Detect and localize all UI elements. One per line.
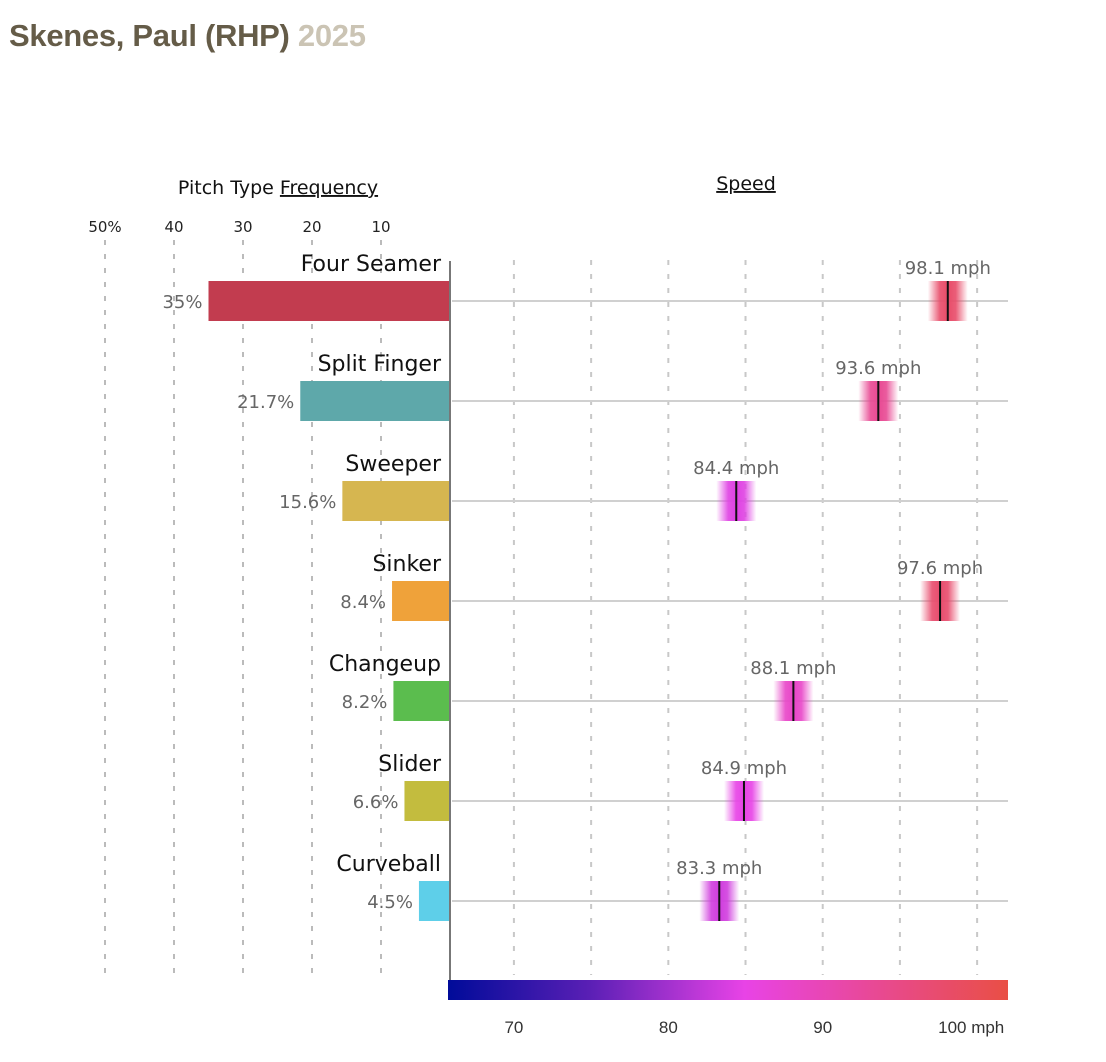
pitch-row: Split Finger 21.7% 93.6 mph	[237, 352, 1008, 421]
frequency-value-label: 35%	[162, 292, 202, 313]
speed-value-label: 98.1 mph	[905, 258, 991, 279]
pitch-row: Curveball 4.5% 83.3 mph	[336, 852, 1008, 921]
pitch-name-label: Curveball	[336, 852, 441, 877]
frequency-tick-labels: 50% 40 30 20 10	[88, 218, 390, 236]
pitch-row: Sinker 8.4% 97.6 mph	[340, 552, 1008, 621]
pitch-name-label: Sinker	[372, 552, 442, 577]
season-year: 2025	[297, 18, 366, 53]
frequency-tick-label: 10	[371, 218, 390, 236]
speed-value-label: 97.6 mph	[897, 558, 983, 579]
frequency-bar	[404, 781, 450, 821]
player-name: Skenes, Paul (RHP)	[9, 18, 290, 53]
frequency-value-label: 8.2%	[342, 692, 388, 713]
frequency-tick-label: 50%	[88, 218, 121, 236]
frequency-value-label: 21.7%	[237, 392, 294, 413]
frequency-tick-label: 30	[233, 218, 252, 236]
colorscale-tick-label: 70	[504, 1018, 523, 1037]
speed-value-label: 84.4 mph	[693, 458, 779, 479]
colorscale-tick-label: 90	[813, 1018, 832, 1037]
pitch-name-label: Changeup	[329, 652, 441, 677]
speed-colorscale-bar	[448, 980, 1008, 1000]
frequency-header: Pitch Type Frequency	[178, 177, 378, 199]
frequency-bar	[208, 281, 450, 321]
pitch-row: Slider 6.6% 84.9 mph	[353, 752, 1008, 821]
frequency-value-label: 15.6%	[279, 492, 336, 513]
colorscale-tick-labels: 70 80 90 100 mph	[504, 1018, 1004, 1037]
speed-value-label: 88.1 mph	[750, 658, 836, 679]
page-title: Skenes, Paul (RHP) 2025	[9, 18, 366, 54]
frequency-bar	[300, 381, 450, 421]
frequency-gridlines	[104, 240, 382, 975]
speed-value-label: 93.6 mph	[835, 358, 921, 379]
frequency-value-label: 8.4%	[340, 592, 386, 613]
pitch-name-label: Slider	[378, 752, 442, 777]
frequency-bar	[392, 581, 450, 621]
pitch-rows: Four Seamer 35% 98.1 mph Split Finger 21.7% 9…	[162, 252, 1008, 921]
speed-value-label: 84.9 mph	[701, 758, 787, 779]
speed-value-label: 83.3 mph	[676, 858, 762, 879]
pitch-name-label: Split Finger	[318, 352, 442, 377]
colorscale-tick-label: 80	[659, 1018, 678, 1037]
colorscale-tick-label: 100 mph	[938, 1018, 1004, 1037]
frequency-bar	[342, 481, 450, 521]
speed-header-link[interactable]: Speed	[716, 173, 776, 195]
pitch-row: Changeup 8.2% 88.1 mph	[329, 652, 1008, 721]
pitch-row: Four Seamer 35% 98.1 mph	[162, 252, 1008, 321]
frequency-tick-label: 20	[302, 218, 321, 236]
frequency-link[interactable]: Frequency	[280, 177, 378, 199]
pitch-name-label: Sweeper	[345, 452, 442, 477]
frequency-bar	[418, 881, 450, 921]
frequency-value-label: 6.6%	[353, 792, 399, 813]
frequency-value-label: 4.5%	[367, 892, 413, 913]
frequency-tick-label: 40	[164, 218, 183, 236]
pitch-row: Sweeper 15.6% 84.4 mph	[279, 452, 1008, 521]
frequency-bar	[393, 681, 450, 721]
pitch-name-label: Four Seamer	[301, 252, 442, 277]
